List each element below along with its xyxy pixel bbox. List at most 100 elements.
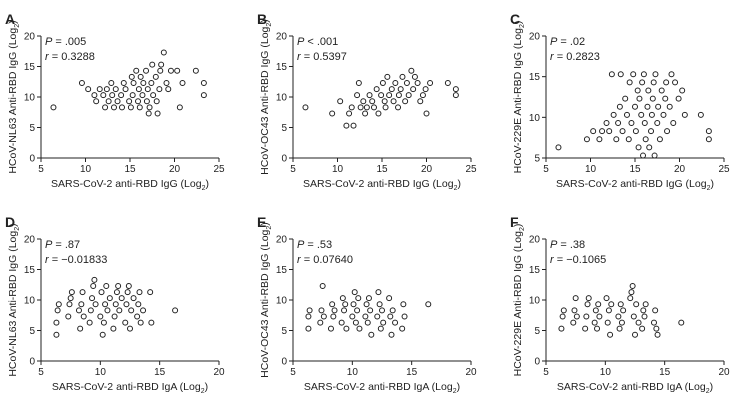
data-point	[628, 120, 635, 127]
data-point	[85, 86, 92, 93]
data-point	[102, 301, 109, 308]
stat-p: P = .02	[550, 36, 585, 48]
y-axis-title-text: HCoV-229E Anti-RBD IgG (Log	[512, 231, 524, 376]
data-point	[346, 110, 353, 117]
data-point	[144, 86, 151, 93]
data-point	[399, 325, 406, 332]
data-point	[114, 98, 121, 105]
data-point	[382, 104, 389, 111]
data-point	[110, 325, 117, 332]
data-point	[99, 331, 106, 338]
stat-r-value: = 0.2823	[554, 51, 600, 63]
x-tick-label: 15	[659, 367, 671, 378]
y-axis-title-text: HCoV-OC43 Anti-RBD IgG (Log	[259, 229, 271, 377]
data-point	[390, 98, 397, 105]
stat-p-value: = .005	[52, 36, 86, 48]
x-tick-label: 20	[421, 164, 433, 175]
data-point	[115, 282, 122, 289]
x-tick-label: 15	[376, 164, 388, 175]
data-point	[592, 307, 599, 314]
data-point	[649, 95, 656, 102]
data-point	[635, 144, 642, 151]
data-point	[655, 103, 662, 110]
data-point	[160, 49, 167, 56]
data-point	[66, 301, 73, 308]
stat-p: P = .53	[297, 239, 332, 251]
data-point	[616, 325, 623, 332]
data-point	[98, 289, 105, 296]
data-point	[153, 98, 160, 105]
data-point	[54, 307, 61, 314]
y-tick-label: 0	[29, 357, 35, 368]
data-point	[644, 103, 651, 110]
y-tick-label: 10	[24, 296, 36, 307]
data-point	[369, 98, 376, 105]
data-point	[362, 110, 369, 117]
x-axis-title: SARS-CoV-2 anti-RBD IgG (Log2)	[556, 178, 714, 192]
data-point	[386, 295, 393, 302]
data-point	[636, 95, 643, 102]
data-point	[319, 282, 326, 289]
x-tick-label: 5	[38, 164, 44, 175]
data-point	[666, 103, 673, 110]
data-point	[630, 313, 637, 320]
x-tick-label: 25	[718, 164, 730, 175]
x-tick-label: 20	[465, 367, 477, 378]
y-axis-title: HCoV-OC43 Anti-RBD IgG (Log2)	[259, 19, 273, 175]
data-point	[112, 301, 119, 308]
y-tick-label: 10	[276, 296, 288, 307]
data-point	[367, 307, 374, 314]
x-tick-label: 15	[154, 367, 166, 378]
data-point	[350, 301, 357, 308]
data-point	[124, 289, 131, 296]
data-point	[165, 86, 172, 93]
data-point	[104, 307, 111, 314]
stat-p: P = .005	[45, 36, 86, 48]
data-point	[87, 307, 94, 314]
x-axis-title-subscript: 2	[454, 185, 458, 192]
y-axis-title-subscript: 2	[14, 24, 21, 28]
x-tick-label: 15	[406, 367, 418, 378]
data-point	[327, 325, 334, 332]
data-point	[395, 92, 402, 99]
data-point	[652, 307, 659, 314]
data-point	[167, 67, 174, 74]
data-point	[444, 79, 451, 86]
x-axis-title-end: )	[205, 381, 209, 393]
x-tick-label: 15	[124, 164, 136, 175]
data-point	[640, 152, 647, 159]
data-point	[640, 71, 647, 78]
data-point	[634, 87, 641, 94]
data-point	[395, 104, 402, 111]
stat-p: P < .001	[297, 36, 338, 48]
y-axis-title: HCoV-NL63 Anti-RBD IgG (Log2)	[7, 223, 21, 376]
x-tick-label: 20	[169, 164, 181, 175]
panel-letter: B	[257, 11, 267, 27]
data-point	[368, 331, 375, 338]
data-point	[133, 67, 140, 74]
data-point	[387, 313, 394, 320]
y-tick-label: 0	[281, 357, 287, 368]
data-point	[642, 136, 649, 143]
data-point	[573, 313, 580, 320]
x-axis-title-text: SARS-CoV-2 anti-RBD IgA (Log	[304, 381, 453, 393]
stat-r: r = 0.5397	[297, 51, 347, 63]
data-point	[352, 319, 359, 326]
x-axis-title-end: )	[205, 178, 209, 190]
data-point	[681, 111, 688, 118]
y-axis-title: HCoV-NL63 Anti-RBD IgG (Log2)	[7, 20, 21, 173]
x-axis-title-text: SARS-CoV-2 anti-RBD IgG (Log	[51, 178, 202, 190]
data-point	[146, 104, 153, 111]
data-point	[363, 104, 370, 111]
data-point	[642, 301, 649, 308]
data-point	[79, 289, 86, 296]
data-point	[400, 301, 407, 308]
x-tick-label: 20	[718, 367, 730, 378]
data-point	[343, 325, 350, 332]
data-point	[572, 295, 579, 302]
data-point	[392, 319, 399, 326]
data-point	[354, 307, 361, 314]
data-point	[128, 307, 135, 314]
